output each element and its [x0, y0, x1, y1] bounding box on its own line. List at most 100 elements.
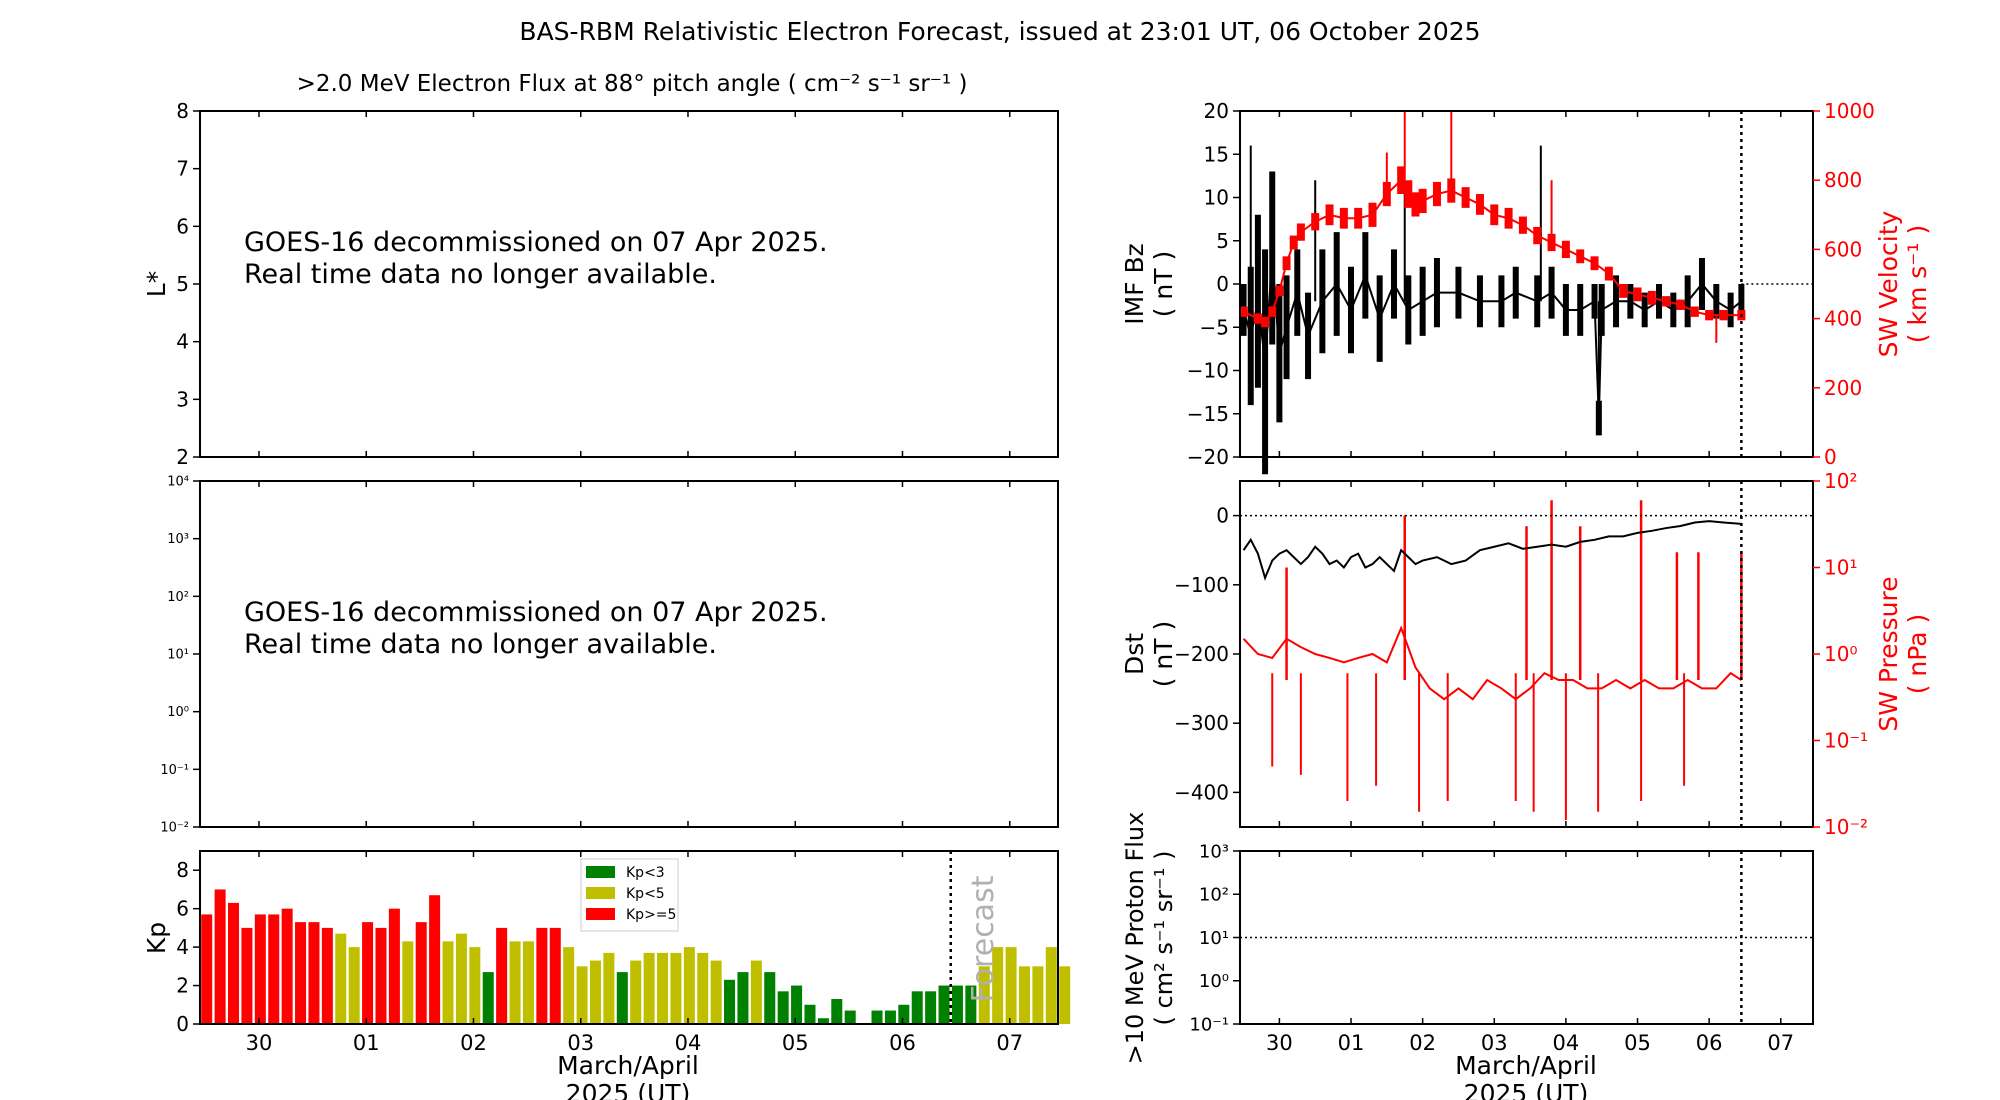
kp-bar — [442, 941, 454, 1024]
kp-y-label: Kp — [142, 922, 171, 954]
kp-plot-frame — [199, 850, 1059, 1025]
imf-right-tick-label: 0 — [1824, 445, 1837, 469]
imf-plot-frame — [1239, 110, 1814, 458]
kp-bar — [375, 927, 387, 1024]
kp-x-tick-label: 07 — [996, 1031, 1023, 1055]
sw-pressure-spikes — [1271, 500, 1743, 821]
imf-left-label-line-2: ( nT ) — [1149, 251, 1178, 318]
dst-left-axis: −400 −300 −200 −100 0 — [1174, 504, 1240, 804]
kp-bar — [254, 914, 266, 1024]
kp-bar — [509, 941, 521, 1024]
kp-bar — [335, 933, 347, 1024]
lstar-y-tick-label: 3 — [176, 387, 189, 411]
kp-bar — [563, 947, 575, 1024]
kp-y-tick-label: 6 — [176, 897, 189, 921]
kp-bar — [496, 927, 508, 1024]
proton-y-tick-label: 10² — [1199, 885, 1229, 906]
sw-velocity-variability-band — [1239, 166, 1746, 328]
kp-bar — [589, 960, 601, 1024]
kp-bar — [482, 972, 494, 1024]
kp-bar — [214, 889, 226, 1024]
lstar-y-tick-label: 2 — [176, 445, 189, 469]
log-flux-y-axis: 10⁻² 10⁻¹ 10⁰ 10¹ 10² 10³ 10⁴ — [160, 475, 200, 836]
kp-bar — [616, 972, 628, 1024]
kp-bar — [791, 985, 803, 1024]
kp-x-label-line-1: March/April — [557, 1051, 699, 1080]
kp-bar — [549, 927, 561, 1024]
kp-y-tick-label: 0 — [176, 1012, 189, 1036]
kp-y-tick-label: 8 — [176, 858, 189, 882]
kp-bar — [455, 933, 467, 1024]
kp-bar — [268, 914, 280, 1024]
dst-left-tick-label: −100 — [1174, 573, 1229, 597]
lstar-y-tick-label: 4 — [176, 330, 189, 354]
dst-right-tick-label: 10² — [1824, 469, 1857, 493]
kp-bar — [321, 927, 333, 1024]
kp-bar — [831, 999, 843, 1024]
kp-bar — [362, 922, 374, 1024]
kp-bar — [844, 1010, 856, 1024]
proton-x-tick-label: 04 — [1553, 1031, 1580, 1055]
lstar-y-label: L* — [142, 271, 171, 297]
kp-y-axis: 0 2 4 6 8 — [176, 858, 200, 1036]
kp-bar — [724, 979, 736, 1024]
imf-left-label-line-1: IMF Bz — [1120, 243, 1149, 325]
lstar-y-tick-label: 8 — [176, 99, 189, 123]
log-flux-y-tick-label: 10⁰ — [167, 705, 189, 720]
kp-legend-label-low: Kp<3 — [626, 865, 665, 881]
imf-right-tick-label: 1000 — [1824, 99, 1875, 123]
dst-right-tick-label: 10⁰ — [1824, 642, 1857, 666]
dst-right-tick-label: 10⁻² — [1824, 815, 1868, 839]
dst-left-tick-label: −200 — [1174, 642, 1229, 666]
log-flux-y-tick-label: 10² — [167, 590, 189, 605]
kp-bar — [576, 966, 588, 1024]
imf-right-tick-label: 800 — [1824, 168, 1862, 192]
kp-bar — [951, 985, 963, 1024]
kp-y-tick-label: 2 — [176, 974, 189, 998]
sw-velocity-spikes — [1385, 111, 1718, 343]
imf-bz-series — [1242, 257, 1743, 419]
lstar-flux-panel: >2.0 MeV Electron Flux at 88° pitch angl… — [142, 71, 1059, 469]
kp-bar — [469, 947, 481, 1024]
log-flux-y-tick-label: 10⁴ — [167, 475, 189, 490]
kp-bar — [630, 960, 642, 1024]
kp-bar — [1005, 947, 1017, 1024]
proton-y-axis: 10⁻¹ 10⁰ 10¹ 10² 10³ — [1189, 841, 1240, 1035]
proton-y-tick-label: 10³ — [1199, 841, 1229, 862]
kp-bar — [670, 952, 682, 1024]
kp-bar — [965, 985, 977, 1024]
sw-pressure-series — [1242, 625, 1742, 701]
imf-right-label-line-1: SW Velocity — [1874, 210, 1903, 357]
lstar-y-axis: 2 3 4 5 6 7 8 — [176, 99, 200, 469]
imf-velocity-panel: −20 −15 −10 −5 0 5 10 15 20 0 200 400 600 800 1000 IM… — [1120, 99, 1932, 475]
kp-x-axis: 30 01 02 03 04 05 06 07 — [246, 851, 1023, 1055]
kp-bar — [281, 908, 293, 1024]
log-flux-panel: 10⁻² 10⁻¹ 10⁰ 10¹ 10² 10³ 10⁴ GOES-16 decommis… — [160, 475, 1059, 836]
kp-legend: Kp<3 Kp<5 Kp>=5 — [580, 858, 679, 932]
imf-right-axis: 0 200 400 600 800 1000 — [1813, 99, 1875, 469]
proton-x-tick-label: 05 — [1624, 1031, 1651, 1055]
kp-bar-series — [201, 889, 1071, 1024]
imf-left-tick-label: 10 — [1204, 186, 1229, 210]
kp-x-tick-label: 02 — [460, 1031, 487, 1055]
lstar-message-line-1: GOES-16 decommissioned on 07 Apr 2025. — [244, 227, 828, 258]
log-flux-message-line-2: Real time data no longer available. — [244, 629, 717, 660]
kp-bar — [978, 966, 990, 1024]
kp-bar — [415, 922, 427, 1024]
kp-bar — [804, 1004, 816, 1024]
kp-x-tick-label: 06 — [889, 1031, 916, 1055]
lstar-y-tick-label: 7 — [176, 157, 189, 181]
kp-bar — [992, 947, 1004, 1024]
kp-bar — [201, 914, 213, 1024]
kp-bar — [898, 1004, 910, 1024]
log-flux-message-line-1: GOES-16 decommissioned on 07 Apr 2025. — [244, 597, 828, 628]
imf-left-tick-label: 0 — [1216, 272, 1229, 296]
imf-left-tick-label: −10 — [1187, 359, 1229, 383]
kp-x-tick-label: 04 — [675, 1031, 702, 1055]
kp-legend-label-mid: Kp<5 — [626, 886, 665, 902]
kp-bar — [241, 927, 253, 1024]
kp-bar — [536, 927, 548, 1024]
